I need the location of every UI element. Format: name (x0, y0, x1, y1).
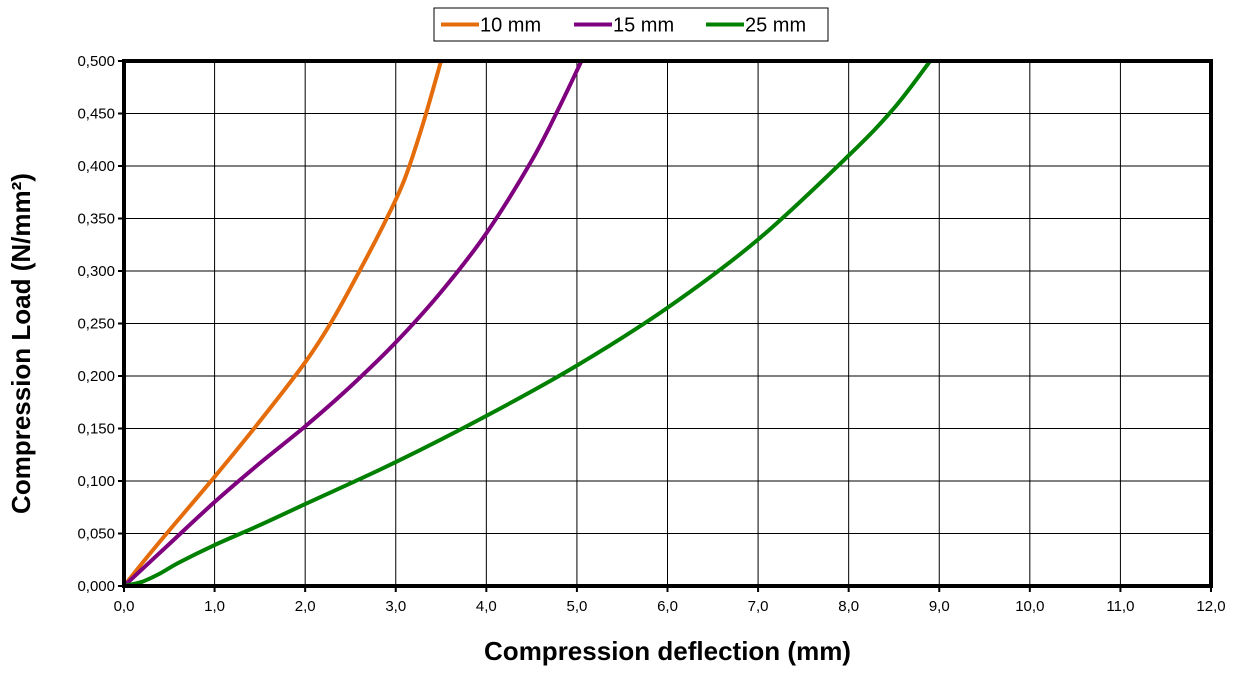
x-axis-title: Compression deflection (mm) (484, 636, 851, 666)
x-tick-label: 7,0 (748, 598, 769, 615)
legend-box (433, 7, 829, 42)
y-tick-label: 0,100 (77, 473, 115, 490)
y-tick-label: 0,500 (77, 53, 115, 70)
legend-label-15-mm: 15 mm (613, 15, 674, 37)
x-tick-label: 9,0 (929, 598, 950, 615)
series-lines (122, 59, 933, 588)
x-tick-label: 8,0 (838, 598, 859, 615)
y-tick-label: 0,200 (77, 368, 115, 385)
series-line-25-mm (122, 59, 933, 588)
y-axis-title: Compression Load (N/mm²) (6, 173, 36, 514)
x-tick-label: 2,0 (295, 598, 316, 615)
y-tick-label: 0,150 (77, 421, 115, 438)
legend-label-25-mm: 25 mm (745, 15, 806, 37)
grid (123, 60, 1212, 587)
series-line-10-mm (122, 59, 444, 588)
legend-label-10-mm: 10 mm (480, 15, 541, 37)
legend: 10 mm 15 mm 25 mm (433, 7, 829, 42)
axis-ticks: 0,0 1,0 2,0 3,0 4,0 5,0 6,0 7,0 8,0 9,0 10,0 11,0 12… (77, 53, 1225, 615)
x-tick-label: 10,0 (1015, 598, 1044, 615)
y-tick-label: 0,050 (77, 526, 115, 543)
x-tick-label: 4,0 (476, 598, 497, 615)
y-tick-label: 0,400 (77, 158, 115, 175)
y-tick-label: 0,350 (77, 211, 115, 228)
x-tick-label: 1,0 (204, 598, 225, 615)
series-line-15-mm (122, 59, 584, 588)
x-tick-label: 6,0 (657, 598, 678, 615)
x-tick-label: 12,0 (1196, 598, 1225, 615)
x-tick-label: 5,0 (566, 598, 587, 615)
y-tick-label: 0,300 (77, 263, 115, 280)
y-tick-label: 0,000 (77, 578, 115, 595)
y-tick-label: 0,250 (77, 316, 115, 333)
x-tick-label: 0,0 (114, 598, 135, 615)
x-tick-label: 11,0 (1106, 598, 1134, 615)
y-tick-label: 0,450 (77, 106, 115, 123)
x-tick-label: 3,0 (385, 598, 406, 615)
